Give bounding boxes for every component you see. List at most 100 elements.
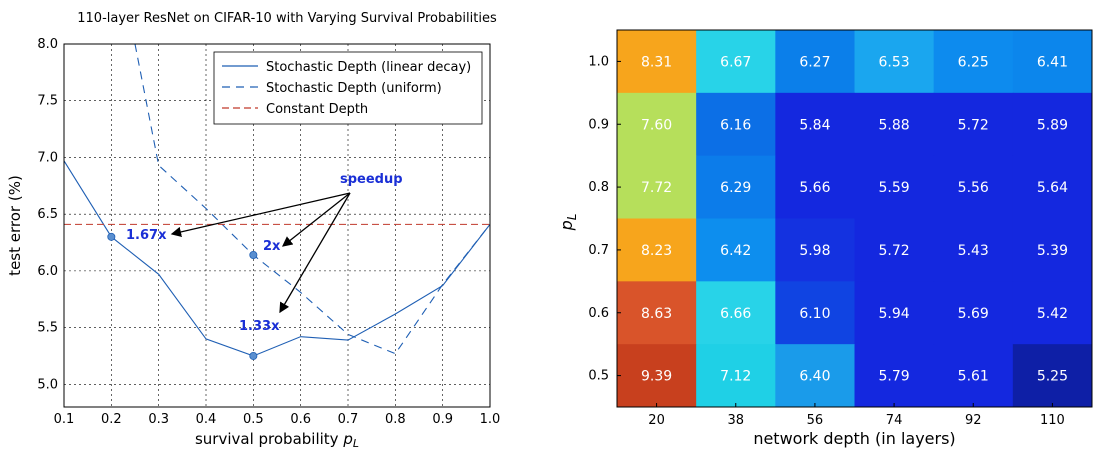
heatmap-cell	[696, 30, 776, 94]
heatmap-value: 6.66	[720, 306, 751, 322]
heatmap-value: 5.69	[958, 306, 989, 322]
heatmap-value: 6.10	[799, 306, 830, 322]
heatmap-cell	[696, 218, 776, 282]
heatmap-value: 6.53	[878, 54, 909, 70]
heatmap-value: 5.25	[1037, 369, 1068, 385]
highlight-point	[249, 351, 258, 360]
legend-label-1: Stochastic Depth (uniform)	[266, 81, 442, 96]
highlight-point	[249, 250, 258, 259]
heatmap-cell	[854, 155, 935, 219]
heatmap-value: 8.31	[641, 54, 672, 70]
y-tick-label: 6.5	[37, 207, 58, 222]
heatmap-value: 6.25	[958, 54, 989, 70]
heatmap-y-axis-label: pL	[557, 214, 579, 232]
heatmap-x-tick-label: 92	[965, 413, 982, 428]
heatmap-value: 6.27	[799, 54, 830, 70]
heatmap-cell	[1012, 92, 1093, 157]
heatmap-x-tick-label: 38	[727, 413, 744, 428]
heatmap-value: 6.40	[799, 369, 830, 385]
heatmap-value: 5.61	[958, 369, 989, 385]
heatmap-y-tick-label: 0.9	[588, 117, 609, 132]
heatmap-value: 5.59	[878, 180, 909, 196]
highlight-point	[107, 232, 116, 241]
heatmap-cell	[617, 30, 697, 94]
heatmap-value: 5.56	[958, 180, 989, 196]
heatmap-cell	[933, 218, 1014, 282]
heatmap-cell	[854, 281, 935, 345]
heatmap-value: 5.64	[1037, 180, 1068, 196]
heatmap-x-tick-label: 20	[648, 413, 665, 428]
heatmap-cell	[1012, 344, 1093, 408]
y-tick-label: 7.0	[37, 150, 58, 165]
heatmap-x-tick-label: 56	[807, 413, 824, 428]
heatmap-y-tick-label: 0.8	[588, 180, 609, 195]
heatmap-cell	[775, 281, 855, 345]
heatmap-cell	[854, 92, 935, 157]
heatmap-value: 7.72	[641, 180, 672, 196]
plot-frame	[63, 43, 491, 408]
heatmap-value: 6.42	[720, 243, 751, 259]
heatmap-frame	[616, 29, 1093, 408]
x-tick-label: 0.7	[338, 412, 359, 427]
heatmap-value: 8.23	[641, 243, 672, 259]
x-tick-label: 0.3	[148, 412, 169, 427]
heatmap-cell	[1012, 155, 1093, 219]
heatmap-value: 7.12	[720, 369, 751, 385]
heatmap-cell	[775, 30, 855, 94]
y-tick-label: 7.5	[37, 94, 58, 109]
x-axis-label: survival probability pL	[195, 430, 359, 450]
heatmap-cell	[617, 218, 697, 282]
heatmap-cell	[933, 30, 1014, 94]
heatmap-cell	[854, 218, 935, 282]
heatmap-cell	[617, 344, 697, 408]
heatmap-x-tick-label: 110	[1040, 413, 1065, 428]
x-tick-label: 1.0	[480, 412, 501, 427]
heatmap-value: 5.39	[1037, 243, 1068, 259]
heatmap-value: 5.98	[799, 243, 830, 259]
y-tick-label: 8.0	[37, 37, 58, 52]
heatmap-cell	[775, 155, 855, 219]
heatmap-cell	[775, 344, 855, 408]
heatmap-cell	[1012, 281, 1093, 345]
heatmap-value: 6.29	[720, 180, 751, 196]
arrow-line	[281, 192, 351, 247]
heatmap-value: 6.67	[720, 54, 751, 70]
series-line-1	[134, 44, 490, 355]
heatmap-value: 7.60	[641, 117, 672, 133]
x-tick-label: 0.5	[243, 412, 264, 427]
x-tick-label: 0.4	[196, 412, 217, 427]
heatmap-cell	[617, 281, 697, 345]
heatmap-value: 8.63	[641, 306, 672, 322]
heatmap-cell	[696, 92, 776, 157]
heatmap-cell	[1012, 218, 1093, 282]
heatmap-value: 5.84	[799, 117, 830, 133]
heatmap-value: 6.16	[720, 117, 751, 133]
heatmap-cell	[696, 155, 776, 219]
legend-label-2: Constant Depth	[266, 102, 368, 117]
heatmap-cell	[854, 344, 935, 408]
heatmap-value: 5.88	[878, 117, 909, 133]
y-tick-label: 5.5	[37, 321, 58, 336]
heatmap-y-tick-label: 0.6	[588, 306, 609, 321]
heatmap-cell	[933, 155, 1014, 219]
heatmap-y-tick-label: 0.5	[588, 369, 609, 384]
heatmap-value: 6.41	[1037, 54, 1068, 70]
heatmap-cell	[775, 92, 855, 157]
y-tick-label: 5.0	[37, 377, 58, 392]
heatmap-cell	[854, 30, 935, 94]
heatmap-value: 5.94	[878, 306, 909, 322]
arrow-line	[279, 192, 351, 314]
heatmap-value: 5.42	[1037, 306, 1068, 322]
y-tick-label: 6.0	[37, 264, 58, 279]
heatmap-value: 5.72	[958, 117, 989, 133]
legend-box	[213, 51, 483, 125]
heatmap-value: 5.43	[958, 243, 989, 259]
heatmap-cell	[617, 92, 697, 157]
x-tick-label: 0.6	[290, 412, 311, 427]
speedup-label-3: 1.33x	[239, 319, 280, 334]
heatmap-cell	[696, 344, 776, 408]
heatmap-y-tick-label: 1.0	[588, 54, 609, 69]
heatmap-x-axis-label: network depth (in layers)	[753, 429, 955, 448]
heatmap-value: 5.72	[878, 243, 909, 259]
